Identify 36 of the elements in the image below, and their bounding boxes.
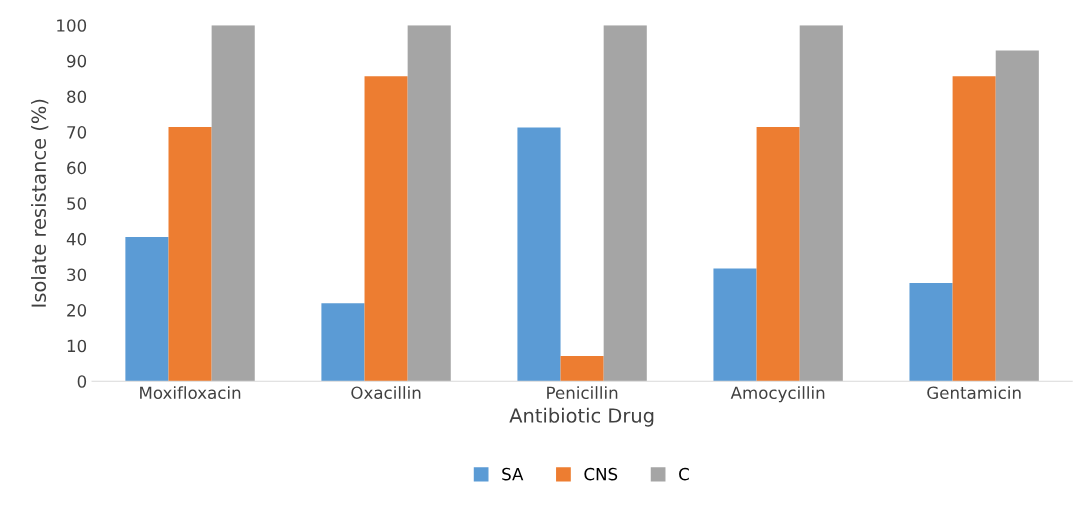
x-tick-label: Gentamicin bbox=[927, 386, 1021, 400]
bar bbox=[211, 25, 255, 382]
y-tick-label: 100 bbox=[57, 19, 87, 32]
x-tick-label: Amocycillin bbox=[730, 386, 825, 403]
y-tick-label: 10 bbox=[67, 339, 87, 353]
y-tick-label: 70 bbox=[67, 126, 87, 139]
bar bbox=[517, 127, 561, 382]
bar bbox=[560, 356, 604, 382]
x-tick-label: Moxifloxacin bbox=[140, 386, 241, 400]
x-tick-label: Penicillin bbox=[547, 386, 618, 400]
y-tick-label: 20 bbox=[67, 304, 87, 317]
legend-label: CNS bbox=[584, 467, 618, 481]
bar bbox=[799, 25, 843, 382]
x-tick-label: Oxacillin bbox=[351, 386, 421, 400]
y-tick-label: 90 bbox=[67, 54, 87, 68]
y-tick-label: 30 bbox=[67, 268, 87, 282]
bar bbox=[125, 237, 169, 382]
y-tick-label: 0 bbox=[77, 375, 87, 388]
bar bbox=[952, 76, 996, 382]
x-axis-title: Antibiotic Drug bbox=[509, 407, 654, 427]
y-axis-title: Isolate resistance (%) bbox=[31, 99, 49, 307]
y-tick-label: 60 bbox=[67, 161, 87, 175]
bar bbox=[756, 127, 800, 382]
y-tick-label: 80 bbox=[67, 90, 87, 104]
bar bbox=[909, 283, 953, 382]
bar bbox=[713, 268, 757, 382]
bar bbox=[995, 50, 1039, 382]
legend-label: SA bbox=[502, 467, 524, 481]
y-tick-label: 50 bbox=[67, 197, 87, 210]
y-tick-label: 40 bbox=[66, 232, 87, 246]
bar bbox=[407, 25, 451, 382]
bar bbox=[321, 303, 365, 382]
bar bbox=[168, 127, 212, 382]
bar bbox=[603, 25, 647, 382]
bar bbox=[364, 76, 408, 382]
legend-label: C bbox=[679, 467, 689, 481]
